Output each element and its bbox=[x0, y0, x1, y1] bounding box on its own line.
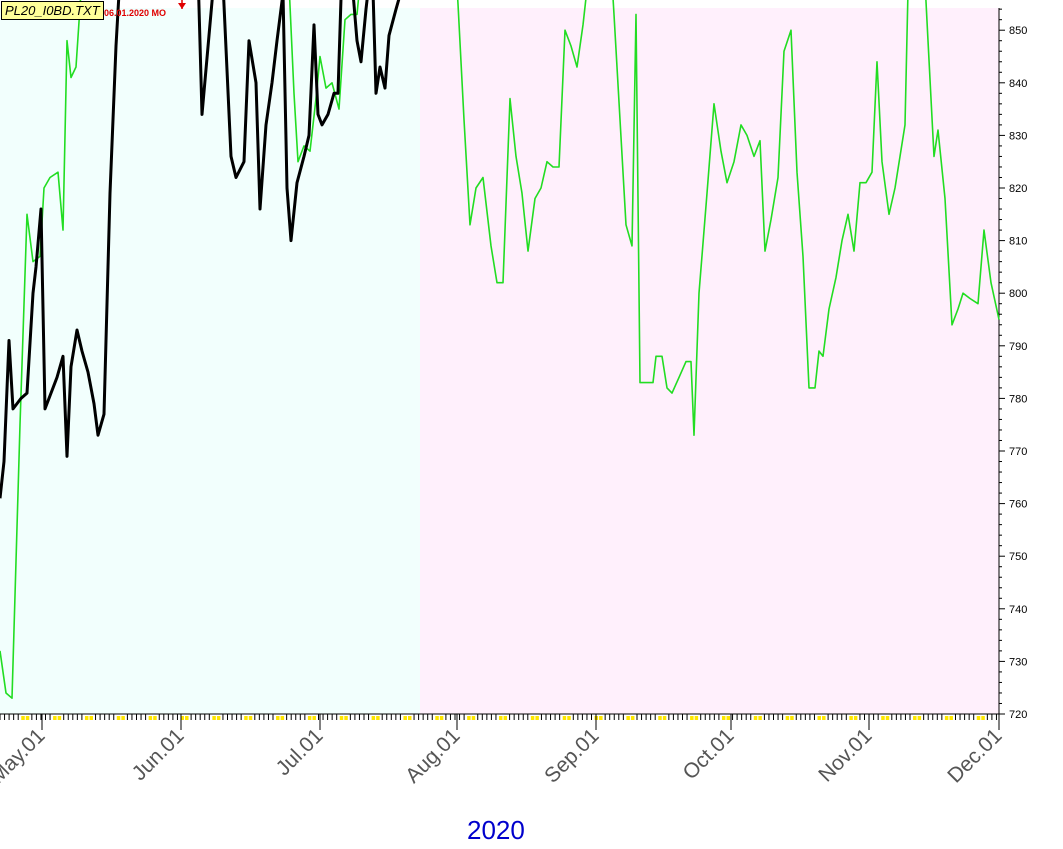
weekend-block bbox=[822, 716, 826, 720]
month-label: Jul.01 bbox=[272, 724, 328, 780]
weekend-block bbox=[244, 716, 248, 720]
weekend-block bbox=[721, 716, 726, 720]
weekend-block bbox=[630, 716, 635, 720]
y-tick-label: 820 bbox=[1009, 183, 1027, 195]
weekend-block bbox=[817, 716, 821, 720]
weekend-block bbox=[753, 716, 758, 720]
weekend-block bbox=[307, 716, 312, 720]
date-marker-arrow bbox=[178, 3, 186, 9]
weekend-block bbox=[216, 716, 221, 720]
weekend-block bbox=[403, 716, 407, 720]
x-axis: May.01 Jun.01 Jul.01 Aug.01 Sep.01 Oct.01 Nov.… bbox=[0, 714, 1007, 788]
weekend-block bbox=[599, 716, 603, 720]
weekend-block bbox=[917, 716, 922, 720]
weekend-block bbox=[21, 716, 25, 720]
weekend-block bbox=[567, 716, 571, 720]
weekend-block bbox=[849, 716, 853, 720]
weekend-block bbox=[944, 716, 949, 720]
weekend-block bbox=[25, 716, 30, 720]
weekend-block bbox=[435, 716, 439, 720]
price-line bbox=[0, 0, 401, 499]
weekend-block bbox=[116, 716, 121, 720]
month-label: Oct.01 bbox=[679, 724, 739, 784]
month-label: Dec.01 bbox=[943, 724, 1006, 787]
y-tick-label: 770 bbox=[1009, 446, 1027, 458]
weekend-block bbox=[913, 716, 917, 720]
markers: 956.00 bbox=[178, 0, 186, 9]
y-tick-label: 850 bbox=[1009, 25, 1027, 37]
weekend-block bbox=[280, 716, 285, 720]
y-tick-label: 720 bbox=[1009, 709, 1027, 721]
seasonal-line bbox=[0, 0, 1000, 699]
weekend-block bbox=[853, 716, 858, 720]
weekend-block bbox=[658, 716, 662, 720]
month-label: Nov.01 bbox=[814, 724, 876, 786]
weekend-block bbox=[153, 716, 157, 720]
y-axis: 720 730 740 750 760 770 780 790 800 810 820 830 840 8… bbox=[999, 8, 1027, 721]
y-tick-label: 730 bbox=[1009, 656, 1027, 668]
weekend-block bbox=[662, 716, 667, 720]
date-marker-label: 06.01.2020 MO bbox=[104, 8, 167, 18]
weekend-block bbox=[148, 716, 153, 720]
weekend-block bbox=[121, 716, 125, 720]
weekend-block bbox=[949, 716, 953, 720]
weekend-block bbox=[530, 716, 535, 720]
weekend-block bbox=[467, 716, 471, 720]
weekend-block bbox=[499, 716, 503, 720]
y-tick-label: 740 bbox=[1009, 604, 1027, 616]
file-name-label: PL20_I0BD.TXT bbox=[1, 1, 104, 20]
weekend-block bbox=[976, 716, 981, 720]
weekend-block bbox=[276, 716, 280, 720]
y-tick-label: 830 bbox=[1009, 130, 1027, 142]
history-background bbox=[0, 8, 420, 714]
y-tick-label: 780 bbox=[1009, 393, 1027, 405]
month-label: May.01 bbox=[0, 724, 50, 788]
weekend-block bbox=[881, 716, 885, 720]
weekend-block bbox=[180, 716, 184, 720]
y-tick-label: 800 bbox=[1009, 288, 1027, 300]
weekend-block bbox=[790, 716, 794, 720]
weekend-block bbox=[694, 716, 699, 720]
weekend-block bbox=[758, 716, 762, 720]
y-tick-label: 760 bbox=[1009, 499, 1027, 511]
weekend-block bbox=[626, 716, 630, 720]
weekend-block bbox=[885, 716, 890, 720]
weekend-block bbox=[53, 716, 57, 720]
y-tick-label: 840 bbox=[1009, 78, 1027, 90]
weekend-block bbox=[376, 716, 380, 720]
weekend-block bbox=[981, 716, 985, 720]
month-label: Aug.01 bbox=[401, 724, 464, 787]
weekend-block bbox=[471, 716, 476, 720]
weekend-block bbox=[503, 716, 508, 720]
month-label: Jun.01 bbox=[128, 724, 189, 785]
year-label: 2020 bbox=[467, 815, 525, 845]
weekend-block bbox=[408, 716, 412, 720]
weekend-block bbox=[339, 716, 344, 720]
weekend-block bbox=[57, 716, 62, 720]
weekend-block bbox=[89, 716, 93, 720]
month-label: Sep.01 bbox=[540, 724, 603, 787]
weekend-block bbox=[312, 716, 316, 720]
series-lines bbox=[0, 0, 1000, 699]
y-tick-label: 750 bbox=[1009, 551, 1027, 563]
weekend-block bbox=[248, 716, 253, 720]
weekend-block bbox=[535, 716, 539, 720]
weekend-block bbox=[785, 716, 790, 720]
weekend-block bbox=[84, 716, 89, 720]
weekend-block bbox=[371, 716, 376, 720]
weekend-block bbox=[212, 716, 216, 720]
x-axis-day-strip bbox=[0, 714, 997, 720]
weekend-block bbox=[185, 716, 189, 720]
weekend-block bbox=[439, 716, 444, 720]
y-tick-label: 810 bbox=[1009, 236, 1027, 248]
weekend-block bbox=[690, 716, 694, 720]
y-tick-label: 790 bbox=[1009, 341, 1027, 353]
weekend-block bbox=[726, 716, 730, 720]
weekend-block bbox=[344, 716, 348, 720]
forecast-background bbox=[420, 8, 999, 714]
weekend-block bbox=[562, 716, 567, 720]
